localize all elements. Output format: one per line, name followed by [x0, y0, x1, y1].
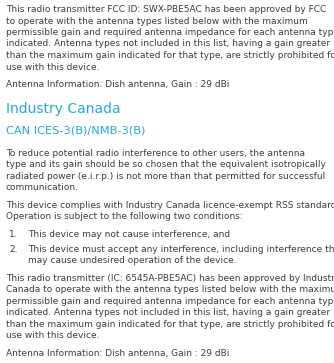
Text: radiated power (e.i.r.p.) is not more than that permitted for successful: radiated power (e.i.r.p.) is not more th…: [6, 172, 325, 181]
Text: CAN ICES-3(B)/NMB-3(B): CAN ICES-3(B)/NMB-3(B): [6, 125, 145, 135]
Text: This device may not cause interference, and: This device may not cause interference, …: [28, 230, 230, 238]
Text: Operation is subject to the following two conditions:: Operation is subject to the following tw…: [6, 212, 243, 221]
Text: To reduce potential radio interference to other users, the antenna: To reduce potential radio interference t…: [6, 148, 305, 158]
Text: permissible gain and required antenna impedance for each antenna type: permissible gain and required antenna im…: [6, 28, 334, 37]
Text: may cause undesired operation of the device.: may cause undesired operation of the dev…: [28, 256, 236, 265]
Text: communication.: communication.: [6, 183, 79, 192]
Text: This radio transmitter (IC: 6545A-PBE5AC) has been approved by Industry: This radio transmitter (IC: 6545A-PBE5AC…: [6, 274, 334, 283]
Text: indicated. Antenna types not included in this list, having a gain greater: indicated. Antenna types not included in…: [6, 40, 330, 49]
Text: Industry Canada: Industry Canada: [6, 102, 121, 116]
Text: This device complies with Industry Canada licence-exempt RSS standard(s).: This device complies with Industry Canad…: [6, 201, 334, 209]
Text: 1.: 1.: [9, 230, 18, 238]
Text: Antenna Information: Dish antenna, Gain : 29 dBi: Antenna Information: Dish antenna, Gain …: [6, 80, 229, 89]
Text: Canada to operate with the antenna types listed below with the maximum: Canada to operate with the antenna types…: [6, 285, 334, 294]
Text: use with this device.: use with this device.: [6, 331, 100, 340]
Text: This radio transmitter FCC ID: SWX-PBE5AC has been approved by FCC: This radio transmitter FCC ID: SWX-PBE5A…: [6, 5, 326, 14]
Text: indicated. Antenna types not included in this list, having a gain greater: indicated. Antenna types not included in…: [6, 308, 330, 317]
Text: Antenna Information: Dish antenna, Gain : 29 dBi: Antenna Information: Dish antenna, Gain …: [6, 349, 229, 358]
Text: type and its gain should be so chosen that the equivalent isotropically: type and its gain should be so chosen th…: [6, 160, 326, 169]
Text: than the maximum gain indicated for that type, are strictly prohibited for: than the maximum gain indicated for that…: [6, 51, 334, 60]
Text: to operate with the antenna types listed below with the maximum: to operate with the antenna types listed…: [6, 16, 308, 25]
Text: This device must accept any interference, including interference that: This device must accept any interference…: [28, 245, 334, 254]
Text: than the maximum gain indicated for that type, are strictly prohibited for: than the maximum gain indicated for that…: [6, 320, 334, 329]
Text: permissible gain and required antenna impedance for each antenna type: permissible gain and required antenna im…: [6, 297, 334, 306]
Text: use with this device.: use with this device.: [6, 62, 100, 72]
Text: 2.: 2.: [9, 245, 17, 254]
